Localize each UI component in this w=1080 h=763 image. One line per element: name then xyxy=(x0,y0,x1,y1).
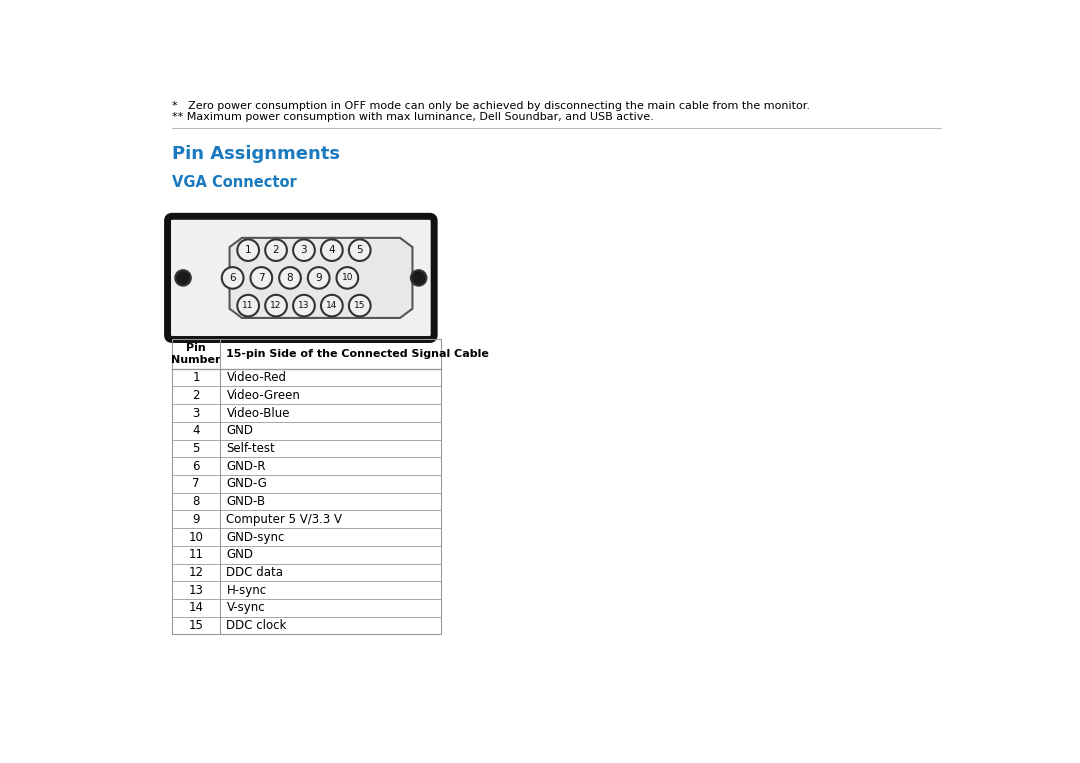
Circle shape xyxy=(266,295,287,317)
Text: 12: 12 xyxy=(270,301,282,310)
Circle shape xyxy=(293,240,314,261)
Text: 12: 12 xyxy=(189,566,204,579)
Circle shape xyxy=(337,267,359,288)
Text: 10: 10 xyxy=(341,273,353,282)
Text: 8: 8 xyxy=(286,273,294,283)
Text: GND-R: GND-R xyxy=(227,459,266,472)
Text: 6: 6 xyxy=(229,273,235,283)
Text: 4: 4 xyxy=(328,245,335,255)
Text: 11: 11 xyxy=(189,548,204,562)
Circle shape xyxy=(410,270,427,285)
Text: Video-Blue: Video-Blue xyxy=(227,407,289,420)
Text: 15-pin Side of the Connected Signal Cable: 15-pin Side of the Connected Signal Cabl… xyxy=(227,349,489,359)
Text: GND: GND xyxy=(227,424,254,437)
Circle shape xyxy=(308,267,329,288)
Text: 13: 13 xyxy=(189,584,204,597)
Text: 13: 13 xyxy=(298,301,310,310)
Circle shape xyxy=(238,295,259,317)
Circle shape xyxy=(221,267,243,288)
Text: 7: 7 xyxy=(258,273,265,283)
Text: GND-sync: GND-sync xyxy=(227,530,285,543)
Circle shape xyxy=(251,267,272,288)
Text: 1: 1 xyxy=(192,371,200,384)
Text: Pin
Number: Pin Number xyxy=(172,343,221,365)
Circle shape xyxy=(175,270,191,285)
Text: 5: 5 xyxy=(356,245,363,255)
Text: Self-test: Self-test xyxy=(227,442,275,455)
Circle shape xyxy=(279,267,301,288)
Text: DDC data: DDC data xyxy=(227,566,283,579)
Text: 15: 15 xyxy=(354,301,365,310)
Text: 7: 7 xyxy=(192,478,200,491)
FancyBboxPatch shape xyxy=(167,216,434,340)
Text: GND-B: GND-B xyxy=(227,495,266,508)
Text: 10: 10 xyxy=(189,530,204,543)
Text: 14: 14 xyxy=(326,301,338,310)
Text: H-sync: H-sync xyxy=(227,584,267,597)
Text: GND-G: GND-G xyxy=(227,478,268,491)
Text: 9: 9 xyxy=(192,513,200,526)
Text: Computer 5 V/3.3 V: Computer 5 V/3.3 V xyxy=(227,513,342,526)
Text: 1: 1 xyxy=(245,245,252,255)
Text: 6: 6 xyxy=(192,459,200,472)
Circle shape xyxy=(349,240,370,261)
Text: 11: 11 xyxy=(242,301,254,310)
Text: Video-Green: Video-Green xyxy=(227,389,300,402)
Circle shape xyxy=(321,295,342,317)
Text: Pin Assignments: Pin Assignments xyxy=(172,146,340,163)
Text: Video-Red: Video-Red xyxy=(227,371,286,384)
Circle shape xyxy=(321,240,342,261)
Text: ** Maximum power consumption with max luminance, Dell Soundbar, and USB active.: ** Maximum power consumption with max lu… xyxy=(172,112,654,122)
Text: 3: 3 xyxy=(192,407,200,420)
Text: VGA Connector: VGA Connector xyxy=(172,175,297,190)
Polygon shape xyxy=(230,238,413,318)
Text: 14: 14 xyxy=(189,601,204,614)
Text: DDC clock: DDC clock xyxy=(227,619,287,632)
Text: V-sync: V-sync xyxy=(227,601,265,614)
Text: 4: 4 xyxy=(192,424,200,437)
Circle shape xyxy=(349,295,370,317)
Bar xyxy=(172,340,441,634)
Text: 2: 2 xyxy=(192,389,200,402)
Circle shape xyxy=(238,240,259,261)
Text: 15: 15 xyxy=(189,619,204,632)
Circle shape xyxy=(293,295,314,317)
Text: *   Zero power consumption in OFF mode can only be achieved by disconnecting the: * Zero power consumption in OFF mode can… xyxy=(172,101,810,111)
Text: 9: 9 xyxy=(315,273,322,283)
Text: 3: 3 xyxy=(300,245,308,255)
Text: GND: GND xyxy=(227,548,254,562)
Text: 8: 8 xyxy=(192,495,200,508)
Circle shape xyxy=(266,240,287,261)
Text: 5: 5 xyxy=(192,442,200,455)
Text: 2: 2 xyxy=(273,245,280,255)
